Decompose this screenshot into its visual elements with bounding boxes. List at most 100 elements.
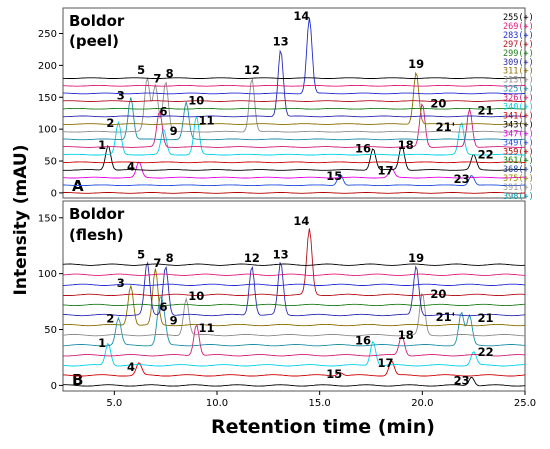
y-tick-label: 150: [38, 93, 57, 104]
peak-label: 5: [137, 247, 145, 261]
peak-label: 8: [166, 66, 174, 80]
panel-b-x-axis: 5.0 10.0 15.0 20.0 25.0: [106, 391, 536, 409]
legend-entry: 255(+): [503, 13, 534, 23]
y-tick-label: 100: [38, 269, 57, 280]
peak-label: 16: [355, 141, 371, 155]
y-tick-label: 0: [51, 188, 57, 199]
legend-entry: 375(+): [503, 174, 534, 184]
y-tick-label: 200: [38, 61, 57, 72]
legend-entry: 361(+): [503, 156, 534, 166]
peak-label: 9: [170, 124, 178, 138]
peak-label: 5: [137, 63, 145, 77]
legend-entry: 349(+): [503, 138, 534, 148]
peak-label: 20: [430, 287, 446, 301]
legend-entry: 391(+): [503, 183, 534, 193]
peak-label: 23: [454, 373, 470, 387]
x-tick-label: 5.0: [106, 398, 122, 409]
panel-b-title-line-2: (flesh): [69, 226, 124, 244]
x-tick-label: 25.0: [514, 398, 536, 409]
legend-entry: 283(+): [503, 31, 534, 41]
chromatogram-trace: [62, 71, 526, 125]
peak-label: 2: [106, 116, 114, 130]
panel-a-y-axis: 0 50 100 150 200 250: [38, 29, 63, 199]
peak-label: 12: [244, 63, 260, 77]
legend-entry: 297(+): [503, 40, 534, 50]
chromatogram-trace: [62, 107, 526, 110]
y-tick-label: 150: [38, 213, 57, 224]
peak-label: 7: [153, 72, 161, 86]
peak-label: 15: [326, 169, 342, 183]
legend-entry: 299(+): [503, 49, 534, 59]
peak-label: 23: [454, 172, 470, 186]
chromatogram-trace: [63, 261, 526, 317]
y-tick-label: 250: [38, 29, 57, 40]
chromatogram-trace: [62, 103, 526, 148]
y-axis-label: Intensity (mAU): [11, 145, 31, 296]
legend-entry: 343(+): [503, 120, 534, 130]
peak-label: 3: [117, 88, 125, 102]
legend-entry: 368(+): [503, 165, 534, 175]
panel-b-traces: [62, 228, 526, 387]
legend-entry: 309(+): [503, 58, 534, 68]
peak-label: 13: [273, 34, 289, 48]
panel-b-y-axis: 0 50 100 150: [38, 213, 63, 392]
panel-b-letter: B: [72, 371, 83, 389]
legend-entry: 340(+): [503, 103, 534, 113]
x-axis-label: Retention time (min): [211, 416, 435, 438]
peak-label: 17: [378, 356, 394, 370]
legend-entry: 269(+): [503, 22, 534, 32]
chromatogram-trace: [62, 161, 525, 179]
peak-label: 19: [408, 57, 424, 71]
y-tick-label: 0: [51, 381, 57, 392]
chromatogram-trace: [62, 228, 526, 297]
chromatogram-trace: [62, 283, 526, 286]
chromatogram-trace: [62, 292, 525, 337]
peak-label: 14: [293, 214, 309, 228]
chromatogram-trace: [62, 49, 526, 118]
peak-label: 21': [436, 120, 456, 134]
peak-label: 1: [98, 138, 106, 152]
legend-entry: 347(+): [503, 129, 534, 139]
peak-label: 14: [293, 9, 309, 23]
legend-entry: 341(+): [503, 111, 534, 121]
chromatogram-trace: [62, 115, 525, 156]
x-tick-label: 20.0: [411, 398, 433, 409]
peak-label: 15: [326, 367, 342, 381]
legend-entry: 325(+): [503, 85, 534, 95]
peak-label: 4: [127, 360, 135, 374]
peak-label: 22: [478, 148, 494, 162]
y-tick-label: 50: [44, 325, 57, 336]
peak-label: 6: [159, 300, 167, 314]
peak-label: 10: [188, 289, 204, 303]
chromatogram-trace: [62, 268, 526, 327]
panel-a-frame: [62, 7, 526, 199]
chromatogram-trace: [62, 76, 526, 133]
chromatogram-trace: [62, 100, 525, 102]
peak-label: 1: [98, 336, 106, 350]
chromatogram-trace: [62, 77, 525, 79]
panel-a-title-line-1: Boldor: [69, 12, 125, 30]
peak-label: 8: [166, 251, 174, 265]
peak-label: 12: [244, 251, 260, 265]
peak-label: 11: [198, 321, 214, 335]
chromatogram-trace: [63, 97, 526, 141]
y-tick-label: 50: [44, 157, 57, 168]
peak-label: 13: [273, 247, 289, 261]
peak-label: 2: [106, 311, 114, 325]
legend-entry: 313(+): [503, 76, 534, 86]
chromatogram-trace: [62, 360, 526, 377]
panel-b-frame: [62, 200, 526, 392]
peak-label: 21: [478, 311, 494, 325]
peak-label: 6: [159, 104, 167, 118]
legend-entry: 398(+): [503, 192, 534, 202]
chromatogram-trace: [62, 296, 526, 347]
chromatogram-trace: [62, 84, 525, 87]
chromatogram-trace: [63, 192, 526, 194]
peak-label: 3: [117, 276, 125, 290]
chromatogram-trace: [62, 376, 526, 387]
chromatogram-trace: [62, 340, 525, 367]
legend-entry: 326(+): [503, 94, 534, 104]
